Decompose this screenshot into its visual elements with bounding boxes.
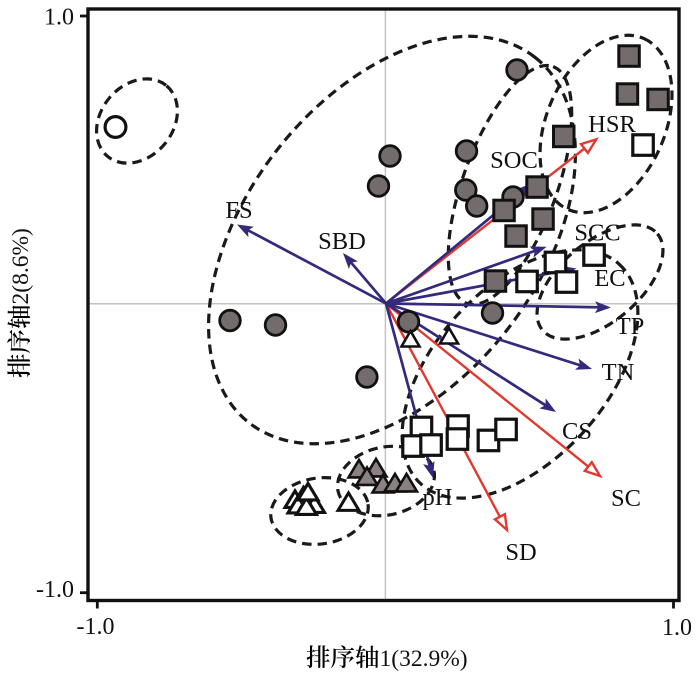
svg-text:EC: EC	[594, 265, 625, 292]
svg-text:SC: SC	[611, 485, 641, 512]
svg-text:1.0: 1.0	[44, 4, 74, 30]
svg-text:FS: FS	[225, 197, 252, 224]
svg-text:SD: SD	[505, 539, 536, 566]
svg-text:SCC: SCC	[574, 220, 620, 247]
svg-text:HSR: HSR	[588, 111, 636, 138]
svg-text:TP: TP	[616, 313, 645, 340]
svg-text:pH: pH	[423, 484, 453, 511]
svg-text:-1.0: -1.0	[36, 577, 74, 603]
svg-text:1.0: 1.0	[662, 615, 692, 641]
svg-text:TN: TN	[602, 359, 635, 386]
svg-text:SOC: SOC	[490, 147, 538, 174]
svg-text:-1.0: -1.0	[77, 614, 115, 640]
svg-text:SBD: SBD	[318, 228, 366, 255]
svg-text:1(32.9%): 1(32.9%)	[380, 646, 468, 672]
svg-text:2(8.6%): 2(8.6%)	[8, 228, 34, 304]
svg-text:CS: CS	[562, 418, 592, 445]
